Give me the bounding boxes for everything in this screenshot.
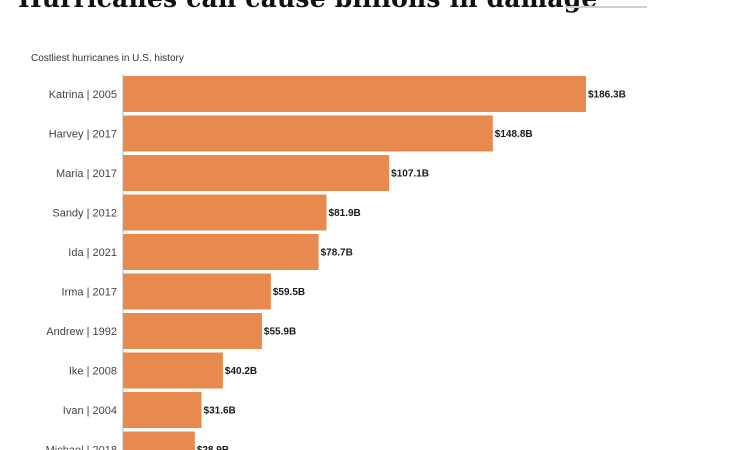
bar (123, 155, 390, 191)
bar (123, 273, 271, 310)
bar (123, 76, 586, 112)
category-label: Maria | 2017 (56, 168, 117, 180)
bar (123, 234, 319, 270)
category-label: Andrew | 1992 (46, 326, 117, 338)
bar (123, 392, 202, 428)
value-label: $40.2B (225, 366, 257, 377)
category-label: Ida | 2021 (68, 247, 117, 259)
chart-title: Hurricanes can cause billions in damage (18, 0, 598, 13)
category-label: Irma | 2017 (62, 287, 117, 299)
value-label: $55.9B (264, 327, 296, 338)
title-rule (565, 6, 647, 8)
category-label: Katrina | 2005 (49, 89, 117, 101)
value-label: $31.6B (204, 406, 236, 417)
bar (123, 194, 327, 231)
category-label: Michael | 2018 (46, 445, 117, 450)
bar (123, 313, 262, 349)
category-label: Ike | 2008 (69, 366, 117, 378)
chart-subtitle: Costliest hurricanes in U.S. history (31, 53, 184, 64)
category-label: Sandy | 2012 (52, 208, 117, 220)
value-label: $59.5B (273, 287, 305, 298)
value-label: $78.7B (321, 248, 353, 259)
value-label: $81.9B (329, 208, 361, 219)
value-label: $107.1B (391, 169, 429, 180)
category-label: Harvey | 2017 (49, 129, 117, 141)
category-label: Ivan | 2004 (63, 405, 117, 417)
value-label: $186.3B (588, 90, 626, 101)
bar (123, 115, 493, 152)
bar (123, 431, 195, 450)
bar (123, 352, 223, 389)
value-label: $148.8B (495, 129, 533, 140)
value-label: $28.9B (197, 445, 229, 450)
